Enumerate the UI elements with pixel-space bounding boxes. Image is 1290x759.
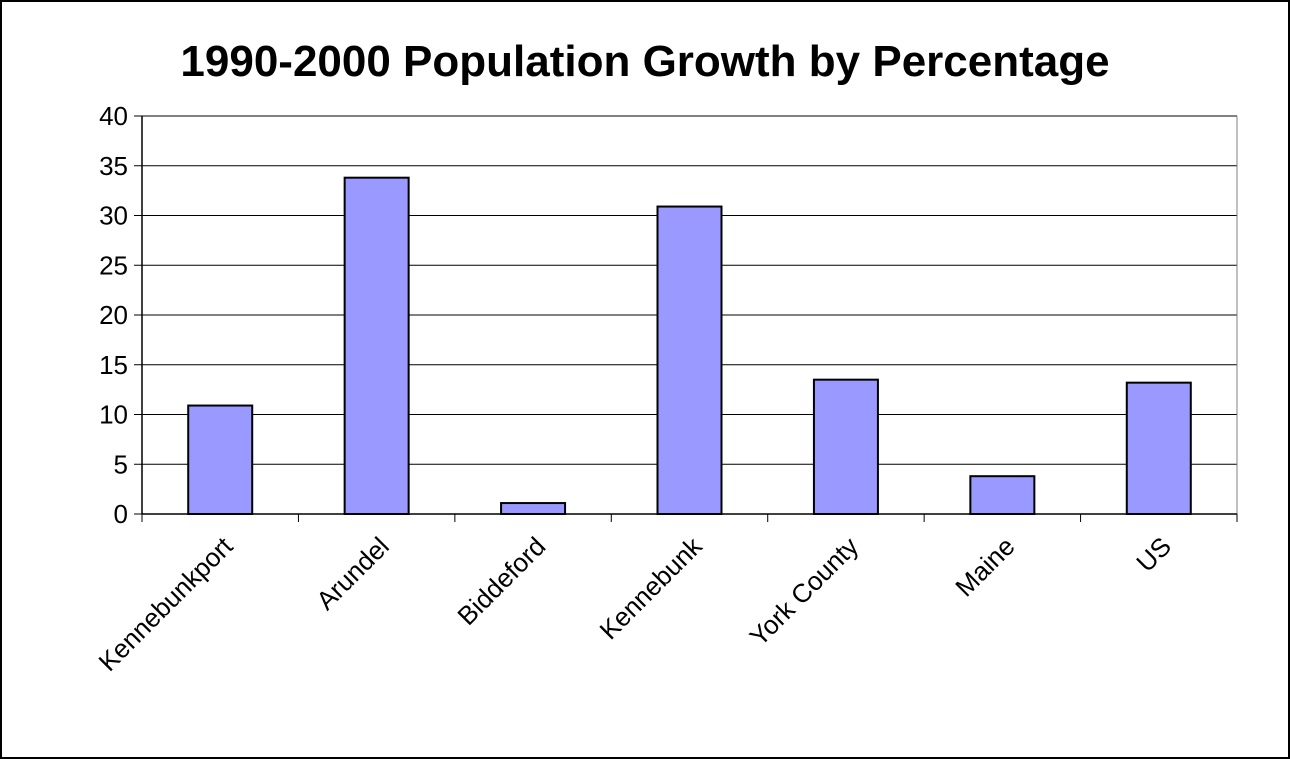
bar-kennebunk	[656, 205, 723, 515]
y-tick-label: 10	[99, 400, 128, 430]
bar-maine	[969, 475, 1036, 516]
y-tick-label: 25	[99, 250, 128, 280]
bar-biddeford	[500, 502, 567, 515]
y-tick-label: 5	[114, 449, 128, 479]
y-tick-label: 35	[99, 151, 128, 181]
chart-title: 1990-2000 Population Growth by Percentag…	[180, 37, 1109, 86]
bar-series	[187, 176, 1192, 516]
y-tick-label: 0	[114, 499, 128, 529]
bar-arundel	[343, 176, 410, 515]
y-axis: 0 5 10 15 20 25 30 35 40	[99, 101, 143, 529]
bar-us	[1125, 381, 1192, 515]
bar-kennebunkport	[187, 404, 254, 516]
y-tick-label: 20	[99, 300, 128, 330]
y-tick-label: 40	[99, 101, 128, 131]
y-tick-label: 30	[99, 201, 128, 231]
bar-york-county	[812, 378, 879, 515]
y-tick-label: 15	[99, 350, 128, 380]
